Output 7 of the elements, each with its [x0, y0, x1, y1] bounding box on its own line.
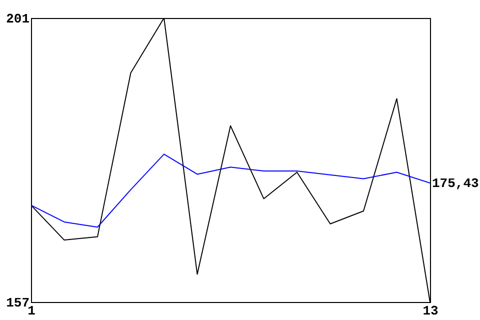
line-series [31, 154, 430, 228]
y-tick-label: 201 [6, 12, 30, 26]
y-tick-label: 157 [6, 296, 30, 310]
line-series [31, 18, 430, 302]
annotation: 175,43 [432, 176, 480, 192]
x-tick-label: 1 [28, 304, 36, 318]
x-tick-label: 13 [422, 304, 438, 318]
